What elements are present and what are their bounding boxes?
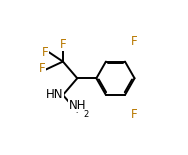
Text: F: F — [38, 62, 45, 75]
Text: F: F — [131, 108, 138, 121]
Text: F: F — [42, 46, 49, 59]
Text: F: F — [131, 35, 138, 48]
Text: 2: 2 — [84, 110, 89, 119]
Text: NH: NH — [68, 99, 86, 112]
Text: F: F — [60, 38, 66, 51]
Text: HN: HN — [45, 89, 63, 102]
